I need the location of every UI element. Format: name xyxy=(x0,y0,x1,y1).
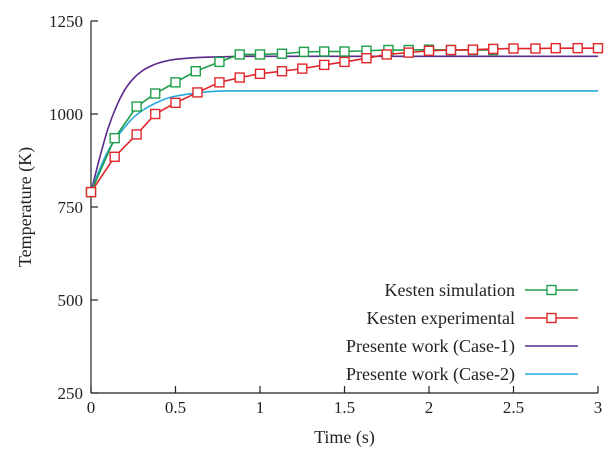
data-point xyxy=(445,44,457,56)
y-tick-label: 750 xyxy=(58,198,84,217)
series-kesten-experimental xyxy=(85,42,604,198)
data-point xyxy=(170,77,181,88)
data-point xyxy=(488,43,499,55)
y-tick-label: 1000 xyxy=(49,105,83,124)
data-point xyxy=(319,59,330,71)
series-presente-work-case-1 xyxy=(90,55,598,193)
x-tick-label: 1 xyxy=(256,398,265,417)
data-point xyxy=(254,68,266,80)
data-point xyxy=(550,42,561,54)
y-tick-label: 250 xyxy=(58,384,84,403)
legend-swatch-marker xyxy=(546,284,557,296)
legend-item-kesten-simulation: Kesten simulation xyxy=(385,280,578,300)
series-line xyxy=(90,47,598,193)
data-point xyxy=(131,101,142,112)
legend-item-kesten-experimental: Kesten experimental xyxy=(367,308,578,328)
x-tick-label: 0.5 xyxy=(165,398,186,417)
series-presente-work-case-2 xyxy=(90,90,598,193)
y-tick-label: 500 xyxy=(58,291,84,310)
data-point xyxy=(85,186,97,198)
legend-label: Kesten experimental xyxy=(367,308,515,328)
data-point xyxy=(339,56,350,68)
x-axis-title: Time (s) xyxy=(314,427,375,448)
x-tick-label: 2 xyxy=(425,398,434,417)
data-point xyxy=(572,42,583,54)
series-line xyxy=(90,55,598,193)
data-point xyxy=(361,53,372,64)
x-tick-label: 2.5 xyxy=(503,398,524,417)
data-point xyxy=(214,77,225,88)
data-point xyxy=(254,49,266,60)
data-point xyxy=(150,108,161,120)
series-line xyxy=(90,90,598,193)
legend: Kesten simulation Kesten experimental Pres… xyxy=(346,280,578,385)
x-tick-label: 1.5 xyxy=(334,398,355,417)
x-tick-label: 0 xyxy=(87,398,96,417)
data-point xyxy=(276,48,288,59)
legend-label: Presente work (Case-1) xyxy=(346,336,515,357)
legend-label: Kesten simulation xyxy=(385,280,515,300)
legend-swatch-marker xyxy=(546,312,557,324)
data-point xyxy=(109,151,120,162)
legend-label: Presente work (Case-2) xyxy=(346,364,515,385)
data-point xyxy=(298,46,310,58)
data-point xyxy=(109,132,120,144)
data-point xyxy=(192,87,203,98)
data-point xyxy=(381,49,392,60)
data-point xyxy=(319,46,330,57)
data-point xyxy=(190,66,201,77)
data-point xyxy=(170,97,181,109)
data-point xyxy=(150,88,161,99)
data-point xyxy=(592,42,604,54)
y-tick-label: 1250 xyxy=(49,12,83,31)
x-tick-label: 3 xyxy=(594,398,603,417)
data-point xyxy=(339,46,350,57)
data-point xyxy=(530,43,541,54)
data-point xyxy=(297,63,308,74)
data-point xyxy=(234,72,245,83)
data-point xyxy=(508,43,519,54)
data-point xyxy=(423,45,435,56)
data-point xyxy=(276,66,288,77)
data-point xyxy=(467,44,479,55)
data-point xyxy=(234,49,245,60)
legend-item-presente-work-case-1: Presente work (Case-1) xyxy=(346,336,578,357)
data-point xyxy=(403,47,414,58)
legend-item-presente-work-case-2: Presente work (Case-2) xyxy=(346,364,578,385)
data-point xyxy=(214,56,225,68)
series-line xyxy=(90,48,494,193)
data-point xyxy=(131,129,142,140)
y-axis-title: Temperature (K) xyxy=(15,147,36,267)
